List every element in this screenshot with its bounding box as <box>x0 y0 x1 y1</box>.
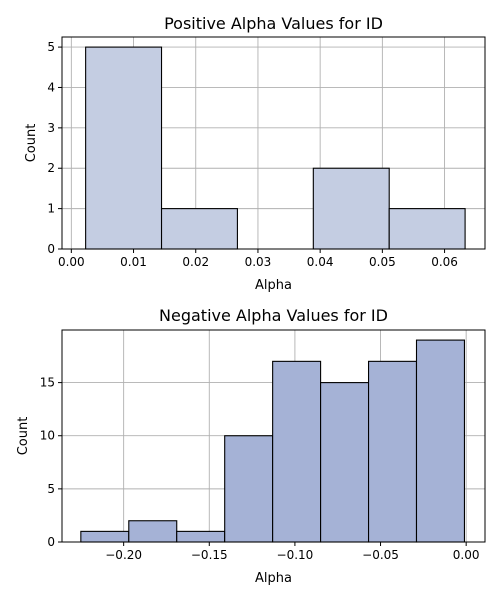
x-tick-label-negative: −0.20 <box>105 548 142 562</box>
x-tick-label-positive: 0.06 <box>431 255 458 269</box>
bar-negative-7 <box>415 339 465 543</box>
bar-negative-6 <box>367 360 418 543</box>
x-tick-label-negative: −0.05 <box>362 548 399 562</box>
y-tick-label-positive: 0 <box>47 242 55 256</box>
bar-positive-1 <box>160 208 238 250</box>
x-ticks-positive: 0.00 0.01 0.02 0.03 0.04 0.05 0.06 <box>58 249 458 269</box>
y-axis-label-positive: Count <box>24 124 39 163</box>
axes-frame-positive <box>61 36 486 250</box>
bar-positive-4 <box>388 208 466 250</box>
y-tick-label-negative: 15 <box>40 376 55 390</box>
x-tick-label-positive: 0.05 <box>369 255 396 269</box>
y-axis-label-negative: Count <box>16 417 31 456</box>
x-tick-label-positive: 0.02 <box>182 255 209 269</box>
positive-alpha-chart: Positive Alpha Values for ID 0.00 0.01 0.0… <box>24 14 486 293</box>
bars-positive <box>85 46 466 250</box>
y-tick-label-negative: 0 <box>47 535 55 549</box>
chart-title-positive: Positive Alpha Values for ID <box>164 14 383 33</box>
x-tick-label-positive: 0.03 <box>245 255 272 269</box>
x-tick-label-negative: 0.00 <box>453 548 480 562</box>
bar-positive-0 <box>85 46 163 250</box>
y-tick-label-positive: 2 <box>47 161 55 175</box>
y-tick-label-positive: 5 <box>47 40 55 54</box>
x-axis-label-negative: Alpha <box>255 571 292 586</box>
bar-negative-3 <box>224 435 274 543</box>
y-ticks-negative: 0 5 10 15 <box>40 376 62 549</box>
y-tick-label-positive: 4 <box>47 80 55 94</box>
y-tick-label-negative: 10 <box>40 429 55 443</box>
x-tick-label-positive: 0.04 <box>307 255 334 269</box>
bar-negative-5 <box>320 382 370 543</box>
negative-alpha-chart: Negative Alpha Values for ID −0.20 −0.15−… <box>16 306 486 586</box>
y-ticks-positive: 0 1 2 3 4 5 <box>47 40 62 256</box>
x-tick-label-positive: 0.00 <box>58 255 85 269</box>
x-tick-label-negative: −0.15 <box>191 548 228 562</box>
x-tick-label-positive: 0.01 <box>120 255 147 269</box>
bar-negative-2 <box>176 530 226 543</box>
x-ticks-negative: −0.20 −0.15 −0.10 −0.05 0.00 <box>105 542 480 562</box>
bar-negative-4 <box>272 360 322 543</box>
bar-negative-1 <box>128 520 178 543</box>
bar-negative-0 <box>80 530 130 543</box>
chart-title-negative: Negative Alpha Values for ID <box>159 306 388 325</box>
y-tick-label-negative: 5 <box>47 482 55 496</box>
x-axis-label-positive: Alpha <box>255 278 292 293</box>
x-tick-label-negative: −0.10 <box>277 548 314 562</box>
bar-positive-3 <box>312 167 390 250</box>
bars-negative <box>80 339 465 543</box>
y-tick-label-positive: 3 <box>47 121 55 135</box>
y-tick-label-positive: 1 <box>47 202 55 216</box>
